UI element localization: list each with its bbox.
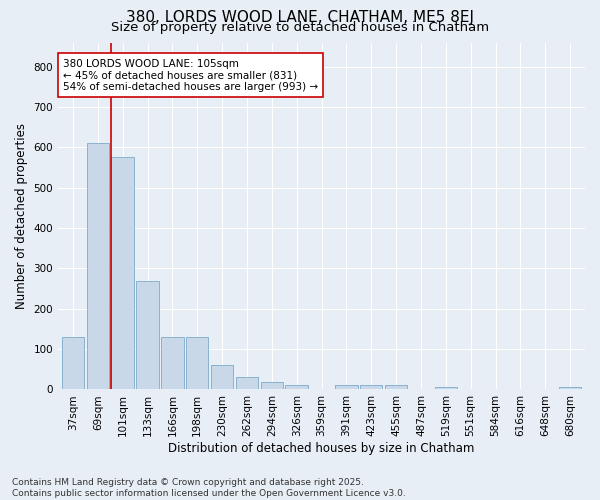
Bar <box>559 388 581 390</box>
Text: 380 LORDS WOOD LANE: 105sqm
← 45% of detached houses are smaller (831)
54% of se: 380 LORDS WOOD LANE: 105sqm ← 45% of det… <box>63 58 318 92</box>
Bar <box>434 388 457 390</box>
Bar <box>211 366 233 390</box>
Text: Contains HM Land Registry data © Crown copyright and database right 2025.
Contai: Contains HM Land Registry data © Crown c… <box>12 478 406 498</box>
Bar <box>136 280 159 390</box>
Bar <box>86 144 109 390</box>
Bar <box>112 158 134 390</box>
X-axis label: Distribution of detached houses by size in Chatham: Distribution of detached houses by size … <box>169 442 475 455</box>
Bar <box>186 337 208 390</box>
Bar <box>62 337 84 390</box>
Bar <box>385 384 407 390</box>
Bar <box>335 384 358 390</box>
Bar <box>161 337 184 390</box>
Bar <box>286 384 308 390</box>
Bar <box>236 378 258 390</box>
Y-axis label: Number of detached properties: Number of detached properties <box>15 123 28 309</box>
Text: Size of property relative to detached houses in Chatham: Size of property relative to detached ho… <box>111 21 489 34</box>
Bar <box>260 382 283 390</box>
Bar <box>360 384 382 390</box>
Text: 380, LORDS WOOD LANE, CHATHAM, ME5 8EJ: 380, LORDS WOOD LANE, CHATHAM, ME5 8EJ <box>126 10 474 25</box>
